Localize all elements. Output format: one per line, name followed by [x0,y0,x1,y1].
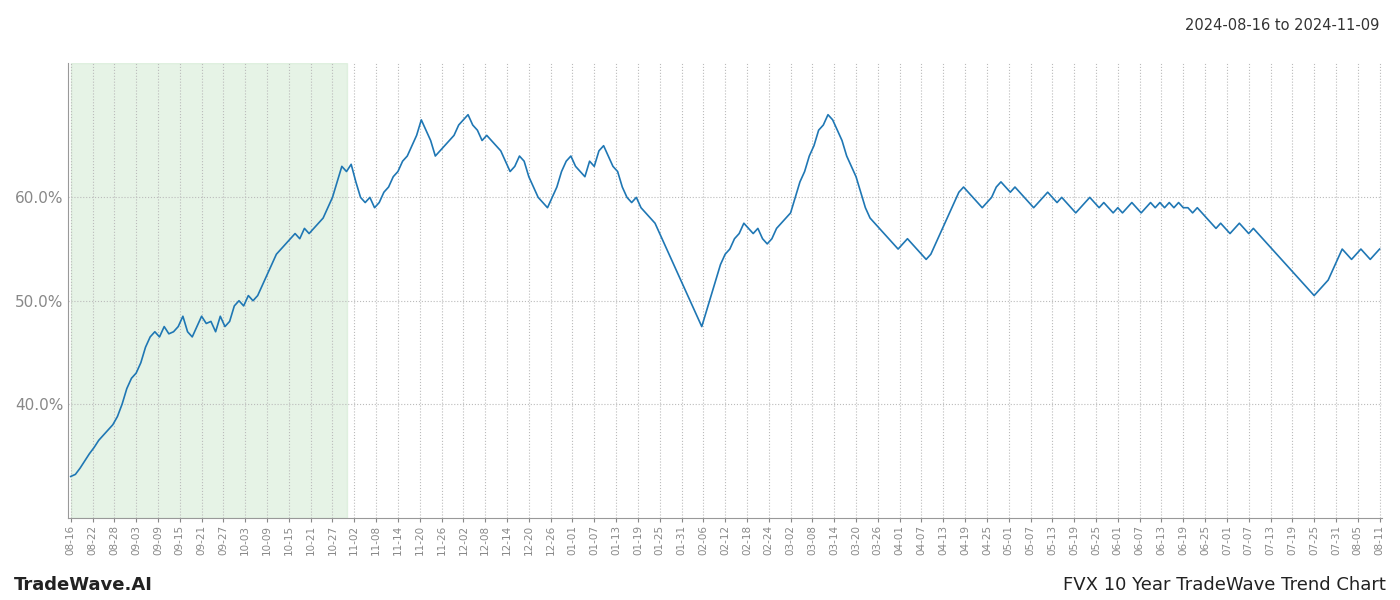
Text: 2024-08-16 to 2024-11-09: 2024-08-16 to 2024-11-09 [1184,18,1379,33]
Text: FVX 10 Year TradeWave Trend Chart: FVX 10 Year TradeWave Trend Chart [1063,576,1386,594]
Text: TradeWave.AI: TradeWave.AI [14,576,153,594]
Bar [70,63,347,518]
